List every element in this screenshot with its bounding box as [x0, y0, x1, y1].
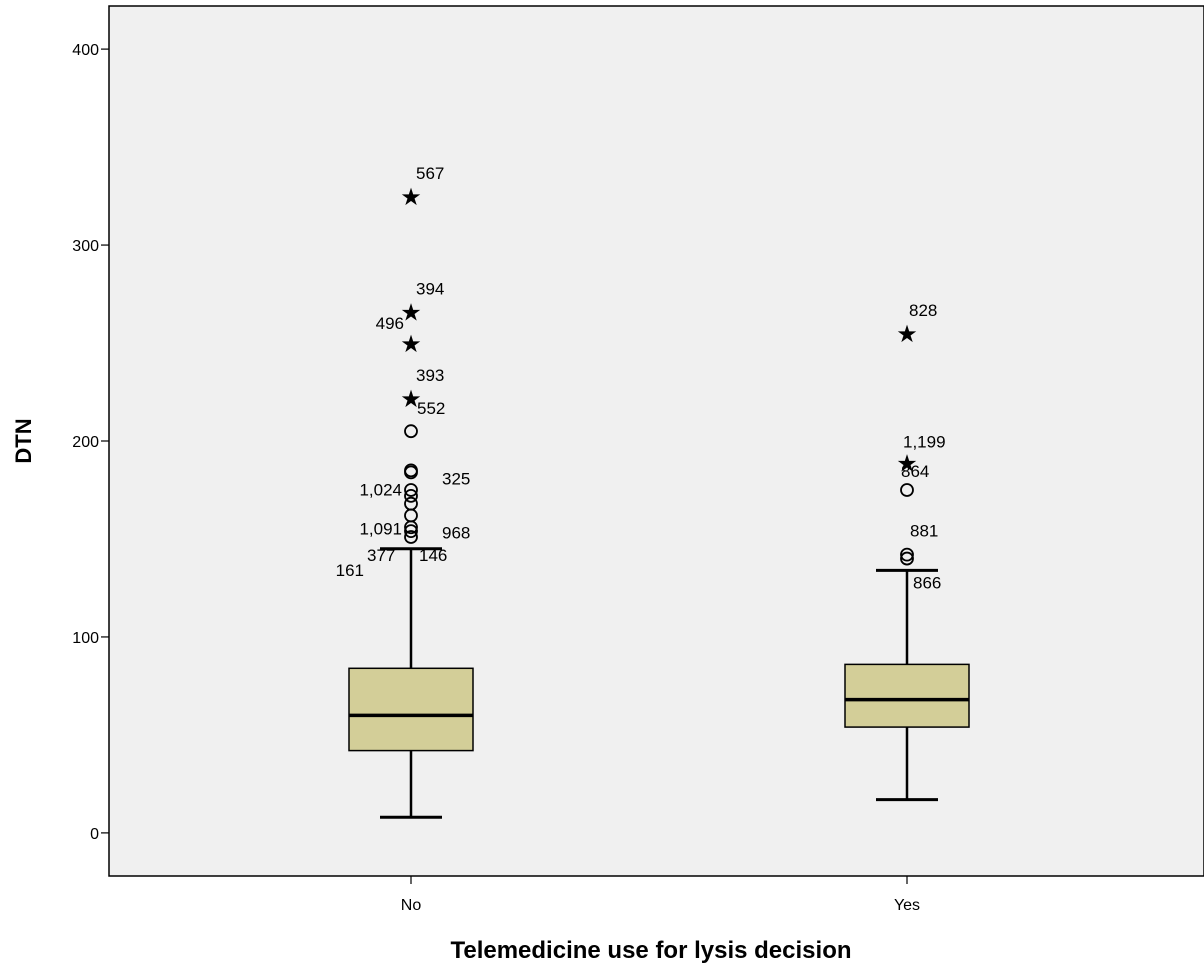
outlier-label: 161 — [336, 561, 364, 580]
outlier-label: 496 — [376, 314, 404, 333]
box-yes — [844, 568, 970, 802]
outlier-label: 146 — [419, 546, 447, 565]
outlier-circle — [404, 465, 418, 480]
outlier-star: ★ — [400, 330, 422, 358]
x-tick-label: No — [401, 897, 422, 914]
x-axis-title: Telemedicine use for lysis decision — [450, 937, 851, 964]
outlier-label: 394 — [416, 280, 444, 299]
outlier-label: 1,199 — [903, 433, 946, 452]
outlier-star: ★ — [896, 320, 918, 348]
y-tick-label: 200 — [72, 434, 99, 451]
outlier-circle — [404, 520, 418, 535]
iqr-box — [844, 663, 970, 728]
iqr-box — [348, 667, 474, 752]
outlier-circle — [404, 483, 418, 497]
y-tick-label: 300 — [72, 238, 99, 255]
outlier-circle — [900, 483, 914, 497]
outlier-label: 881 — [910, 522, 938, 541]
outlier-circle — [900, 547, 914, 562]
outlier-label: 552 — [417, 399, 445, 418]
outlier-label: 866 — [913, 574, 941, 593]
x-axis: No Yes — [401, 876, 920, 914]
outlier-star: ★ — [896, 450, 918, 478]
outlier-star: ★ — [400, 299, 422, 327]
outlier-circle — [404, 530, 418, 544]
outlier-label: 377 — [367, 546, 395, 565]
outlier-label: 828 — [909, 301, 937, 320]
outlier-label: 325 — [442, 469, 470, 488]
plot-area — [108, 5, 1204, 877]
outlier-label: 567 — [416, 164, 444, 183]
box-no — [348, 547, 474, 819]
outlier-circle — [404, 524, 418, 539]
outlier-label: 1,024 — [359, 480, 402, 499]
outlier-star: ★ — [400, 385, 422, 413]
y-tick-label: 400 — [72, 42, 99, 59]
outlier-circle — [900, 551, 914, 566]
outlier-label: 864 — [901, 462, 929, 481]
outlier-label: 393 — [416, 366, 444, 385]
outlier-star: ★ — [400, 183, 422, 211]
y-axis-title: DTN — [11, 418, 36, 463]
y-tick-label: 100 — [72, 630, 99, 647]
outlier-circle — [404, 424, 418, 439]
outlier-label: 968 — [442, 523, 470, 542]
y-tick-label: 0 — [90, 826, 99, 843]
box-series — [348, 547, 970, 819]
y-axis: 0 100 200 300 400 — [72, 42, 109, 843]
outlier-circle — [404, 488, 418, 503]
outlier-label: 1,091 — [359, 520, 402, 539]
x-tick-label: Yes — [894, 897, 920, 914]
